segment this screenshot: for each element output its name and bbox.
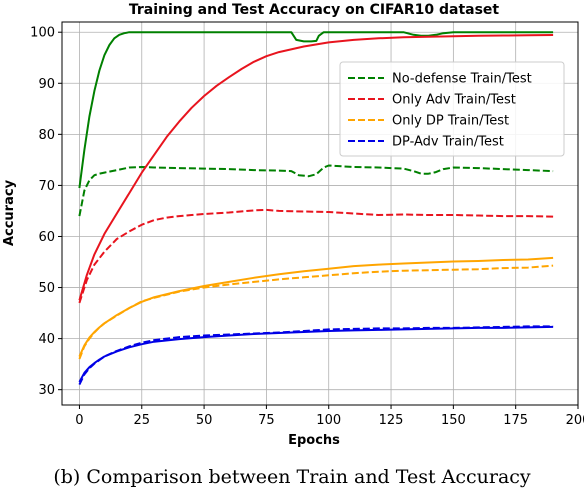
series-line-5-dashed xyxy=(78,264,554,360)
x-tick-label: 75 xyxy=(258,413,275,428)
x-tick-label: 200 xyxy=(566,413,584,428)
y-axis-ticks: 30 40 50 60 70 80 90 100 xyxy=(30,26,62,398)
plot-frame xyxy=(61,21,579,406)
y-tick-label: 60 xyxy=(38,230,55,245)
series-line-6-solid xyxy=(78,325,554,383)
series-lines xyxy=(78,31,554,386)
y-axis-label: Accuracy xyxy=(2,179,17,246)
y-tick-label: 70 xyxy=(38,179,55,194)
legend-label: Only Adv Train/Test xyxy=(392,93,516,108)
figure-caption: (b) Comparison between Train and Test Ac… xyxy=(53,466,531,488)
series-line-2-solid xyxy=(78,34,554,301)
x-tick-label: 0 xyxy=(75,413,83,428)
x-tick-label: 50 xyxy=(196,413,213,428)
series-line-1-dashed xyxy=(78,164,554,217)
legend: No-defense Train/Test Only Adv Train/Test… xyxy=(339,61,565,157)
x-axis-ticks: 0 25 50 75 100 125 150 175 200 xyxy=(75,405,584,428)
legend-label: Only DP Train/Test xyxy=(392,114,509,129)
x-tick-label: 150 xyxy=(441,413,466,428)
legend-box xyxy=(339,61,565,157)
x-tick-label: 125 xyxy=(379,413,404,428)
x-tick-label: 25 xyxy=(133,413,150,428)
accuracy-chart: Training and Test Accuracy on CIFAR10 da… xyxy=(2,2,584,448)
series-line-4-solid xyxy=(78,256,554,357)
y-tick-label: 80 xyxy=(38,128,55,143)
y-tick-label: 40 xyxy=(38,332,55,347)
legend-label: DP-Adv Train/Test xyxy=(392,135,504,150)
series-line-3-dashed xyxy=(78,208,554,304)
series-line-7-dashed xyxy=(78,325,554,386)
y-tick-label: 90 xyxy=(38,77,55,92)
x-tick-label: 100 xyxy=(316,413,341,428)
x-axis-label: Epochs xyxy=(288,433,340,448)
legend-label: No-defense Train/Test xyxy=(392,72,532,87)
x-tick-label: 175 xyxy=(503,413,528,428)
series-line-0-solid xyxy=(78,31,554,189)
y-tick-label: 50 xyxy=(38,281,55,296)
y-tick-label: 30 xyxy=(38,383,55,398)
y-tick-label: 100 xyxy=(30,26,55,41)
chart-title: Training and Test Accuracy on CIFAR10 da… xyxy=(129,2,500,18)
